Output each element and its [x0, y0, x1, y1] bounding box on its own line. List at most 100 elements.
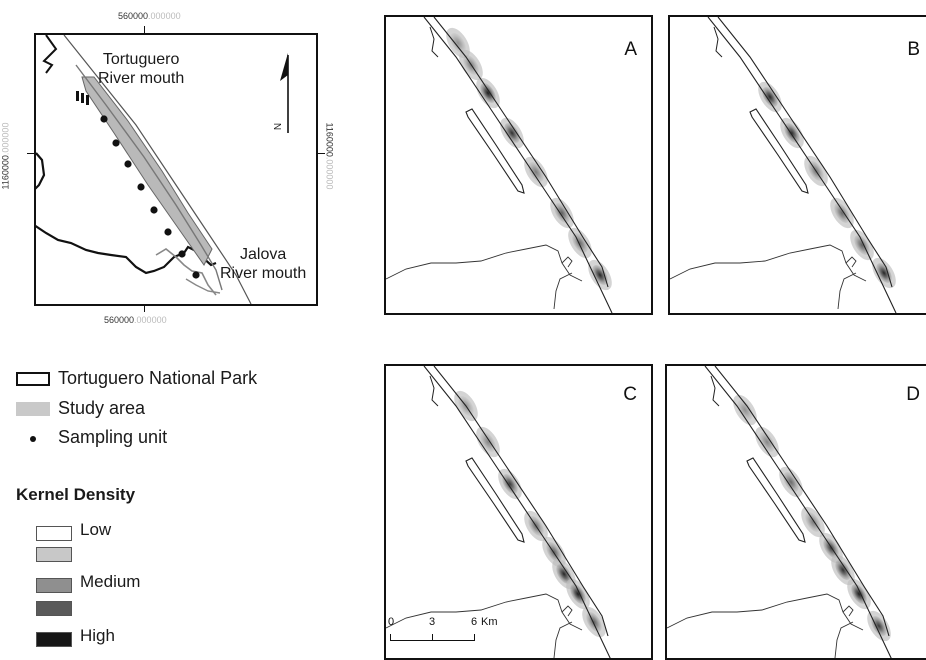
kernel-core — [504, 123, 520, 143]
park-boundary-line — [36, 152, 46, 190]
panel-c-map — [386, 366, 611, 658]
lagoon-outline — [465, 457, 525, 543]
river-line — [553, 272, 573, 310]
kernel-core — [784, 123, 800, 143]
park-boundary-line — [42, 35, 58, 74]
sampling-unit-dot — [178, 250, 186, 258]
river-line — [386, 244, 583, 282]
kernel-density-title: Kernel Density — [16, 485, 136, 504]
river-line — [834, 621, 854, 658]
kernel-label-medium: Medium — [80, 572, 141, 591]
kernel-label-high: High — [80, 626, 115, 645]
scale-unit: Km — [481, 616, 498, 628]
sampling-unit-swatch — [16, 431, 50, 445]
overview-map-svg — [36, 35, 289, 304]
sampling-unit-dot — [164, 228, 172, 236]
north-arrow-head — [280, 53, 288, 81]
river-line — [429, 26, 439, 58]
coast-line — [714, 366, 890, 637]
kernel-core — [805, 512, 821, 532]
kernel-core — [480, 83, 496, 103]
sampling-unit-dot — [100, 115, 108, 123]
panel-b-map — [670, 17, 897, 313]
river-line — [667, 593, 864, 631]
lagoon-outline — [746, 457, 806, 543]
kernel-core — [556, 564, 572, 584]
kernel-swatch-high — [36, 632, 72, 647]
river-line — [845, 256, 857, 268]
coast-line — [433, 366, 609, 637]
panel-a-letter: A — [624, 39, 637, 60]
tick-right — [317, 153, 325, 154]
scale-tick — [432, 634, 433, 641]
legend-park: Tortuguero National Park — [16, 368, 257, 389]
legend-sampling-unit-label: Sampling unit — [58, 427, 168, 447]
scale-tick — [390, 634, 391, 641]
river-line — [185, 278, 221, 294]
sampling-unit-dot — [137, 183, 145, 191]
kernel-swatch-medium-high — [36, 601, 72, 616]
coord-top-label: 560000.000000 — [118, 11, 181, 21]
kernel-core — [554, 203, 570, 223]
coast-line — [717, 17, 893, 288]
feature-mark — [86, 95, 89, 105]
panel-c: C — [384, 364, 653, 660]
coord-bottom-label: 560000.000000 — [104, 315, 167, 325]
coord-right-label: 1160000.000000 — [324, 122, 335, 190]
panel-b: B — [668, 15, 926, 315]
river-line — [670, 244, 867, 282]
river-line — [710, 375, 720, 407]
river-line — [561, 256, 573, 268]
kernel-core — [871, 616, 887, 636]
kernel-core — [528, 162, 544, 182]
north-mouth-label: Tortuguero River mouth — [98, 51, 185, 87]
coord-left-label: 1160000.000000 — [0, 122, 11, 190]
panel-c-letter: C — [623, 384, 637, 405]
panel-d-letter: D — [906, 384, 920, 405]
coast-line — [707, 17, 897, 313]
river-line — [561, 605, 573, 617]
panel-a-map — [386, 17, 613, 313]
panel-d-map — [667, 366, 892, 658]
river-line — [713, 26, 723, 58]
study-area-band — [81, 76, 213, 266]
kernel-core — [480, 432, 496, 452]
kernel-core — [450, 33, 466, 53]
kernel-core — [502, 474, 518, 494]
sampling-unit-dot — [112, 139, 120, 147]
coast-line — [63, 35, 252, 304]
scale-tick-3: 3 — [429, 616, 436, 628]
legend-sampling-unit: Sampling unit — [16, 427, 167, 448]
kernel-core — [592, 265, 608, 285]
lagoon-outline — [749, 108, 809, 194]
kernel-label-low: Low — [80, 520, 112, 539]
kernel-core — [834, 203, 850, 223]
kernel-swatch-low-medium — [36, 547, 72, 562]
sampling-unit-dot — [124, 160, 132, 168]
coast-line — [423, 17, 613, 313]
legend-study-area: Study area — [16, 398, 145, 419]
kernel-swatch-medium — [36, 578, 72, 593]
panel-d: D — [665, 364, 926, 660]
south-mouth-label: Jalova River mouth — [220, 246, 307, 282]
overview-map: Tortuguero River mouth Jalova River mout… — [34, 33, 318, 306]
kernel-core — [876, 263, 892, 283]
legend-park-label: Tortuguero National Park — [58, 368, 258, 388]
kernel-core — [835, 560, 851, 580]
sampling-unit-dot — [192, 271, 200, 279]
north-arrow-letter: N — [273, 122, 285, 131]
kernel-core — [762, 87, 778, 107]
coast-line — [704, 366, 892, 658]
feature-mark — [81, 93, 84, 103]
kernel-swatch-low — [36, 526, 72, 541]
scale-tick-6: 6 — [471, 616, 478, 628]
lagoon-line — [75, 64, 223, 291]
panel-b-letter: B — [907, 39, 920, 60]
study-area-swatch — [16, 401, 50, 416]
river-line — [842, 605, 854, 617]
scale-bar — [388, 630, 478, 644]
sampling-unit-dot — [150, 206, 158, 214]
river-line — [155, 248, 217, 296]
legend-study-area-label: Study area — [58, 398, 146, 418]
lagoon-outline — [465, 108, 525, 194]
